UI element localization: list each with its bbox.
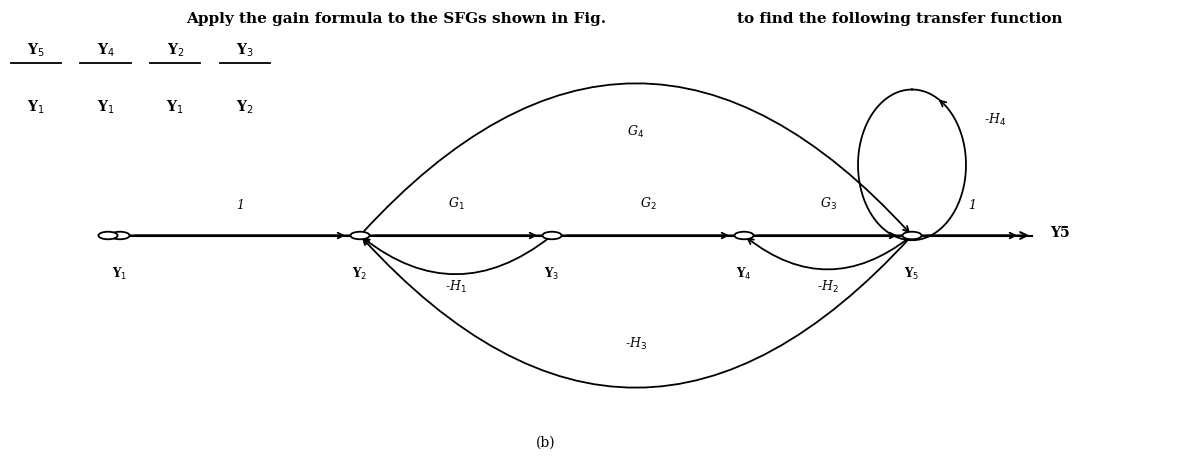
Text: G$_4$: G$_4$ bbox=[628, 124, 644, 140]
Text: G$_2$: G$_2$ bbox=[640, 196, 656, 212]
Text: Apply the gain formula to the SFGs shown in Fig.: Apply the gain formula to the SFGs shown… bbox=[186, 12, 606, 26]
Text: Y$_5$: Y$_5$ bbox=[28, 41, 44, 59]
Text: Y$_5$: Y$_5$ bbox=[905, 266, 919, 282]
Text: G$_1$: G$_1$ bbox=[448, 196, 464, 212]
Text: Y$_2$: Y$_2$ bbox=[167, 41, 184, 59]
Text: Y$_1$: Y$_1$ bbox=[113, 266, 127, 282]
Text: Y5: Y5 bbox=[1050, 226, 1069, 240]
Circle shape bbox=[542, 232, 562, 239]
Text: Y$_4$: Y$_4$ bbox=[737, 266, 751, 282]
Text: Y$_4$: Y$_4$ bbox=[97, 41, 114, 59]
Text: (b): (b) bbox=[536, 436, 556, 450]
Circle shape bbox=[350, 232, 370, 239]
Text: 1: 1 bbox=[968, 199, 976, 212]
Circle shape bbox=[902, 232, 922, 239]
Text: Y$_1$: Y$_1$ bbox=[28, 99, 44, 116]
Text: -H$_2$: -H$_2$ bbox=[817, 279, 839, 295]
Text: -H$_3$: -H$_3$ bbox=[625, 336, 647, 352]
Text: 1: 1 bbox=[236, 199, 244, 212]
Text: Y$_2$: Y$_2$ bbox=[353, 266, 367, 282]
Text: G$_3$: G$_3$ bbox=[820, 196, 836, 212]
Text: Y$_1$: Y$_1$ bbox=[97, 99, 114, 116]
Text: Y$_1$: Y$_1$ bbox=[167, 99, 184, 116]
Text: to find the following transfer function: to find the following transfer function bbox=[737, 12, 1063, 26]
Circle shape bbox=[734, 232, 754, 239]
Text: Y$_3$: Y$_3$ bbox=[545, 266, 559, 282]
Circle shape bbox=[98, 232, 118, 239]
Circle shape bbox=[110, 232, 130, 239]
Text: Y$_2$: Y$_2$ bbox=[236, 99, 253, 116]
Text: Y$_3$: Y$_3$ bbox=[236, 41, 253, 59]
Text: -H$_1$: -H$_1$ bbox=[445, 279, 467, 295]
Text: -H$_4$: -H$_4$ bbox=[984, 112, 1007, 128]
